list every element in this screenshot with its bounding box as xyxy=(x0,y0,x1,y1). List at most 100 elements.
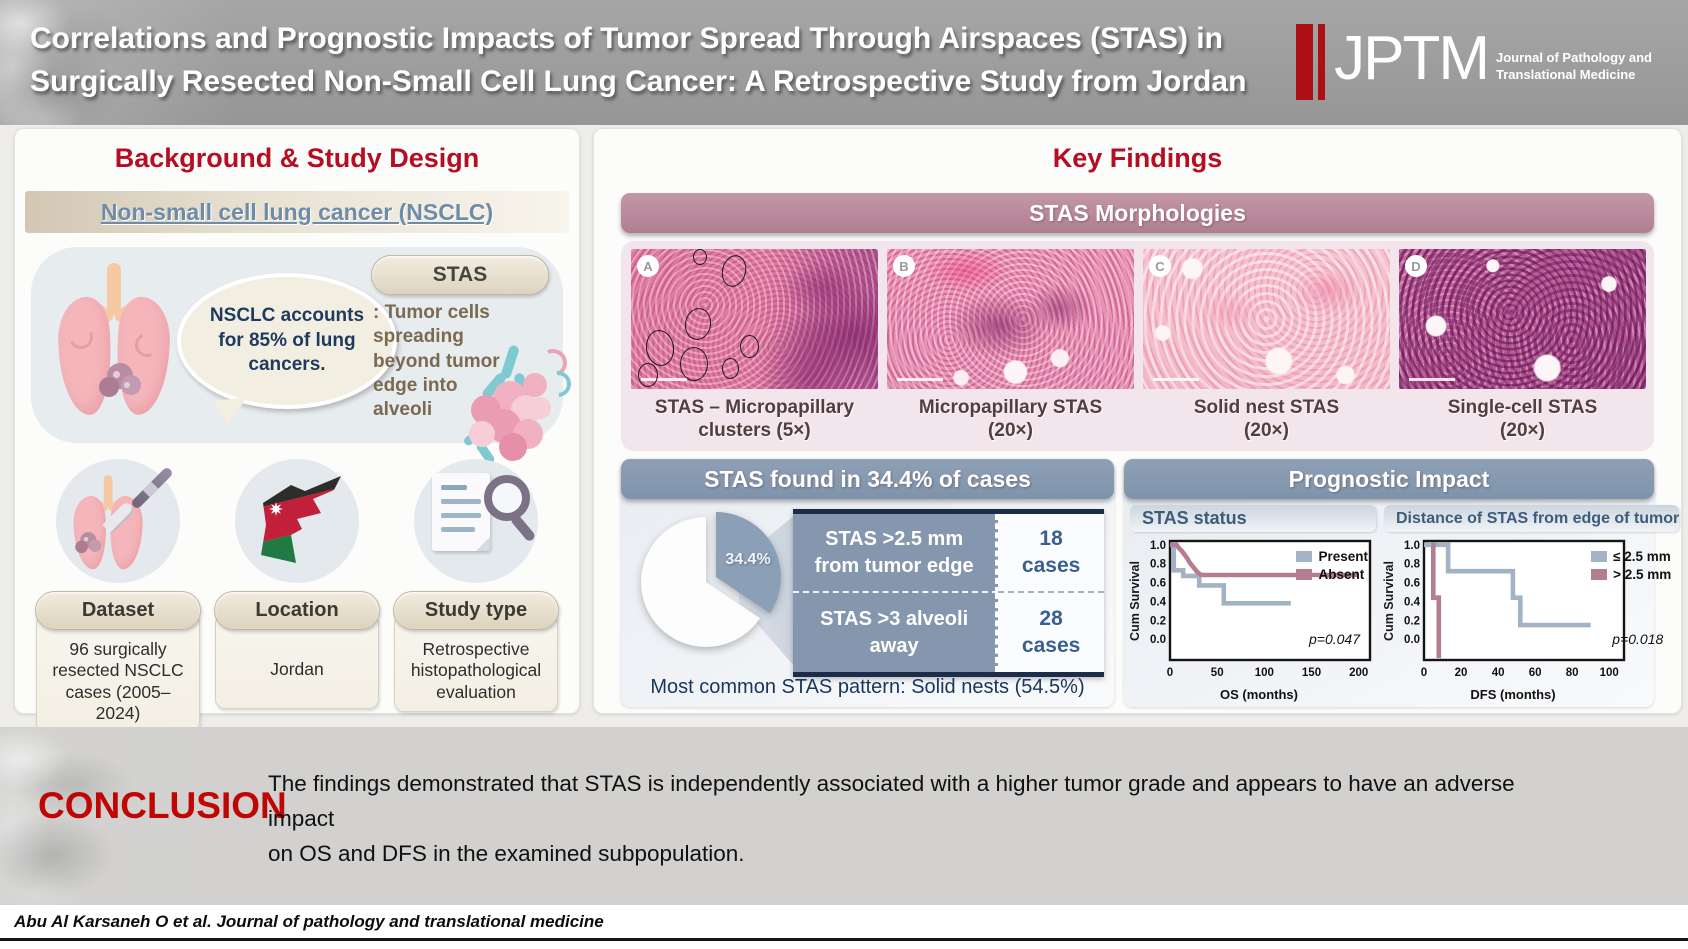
morphology-caption: Single-cell STAS (20×) xyxy=(1447,396,1598,442)
svg-text:40: 40 xyxy=(1492,667,1505,679)
logo-acronym: JPTM xyxy=(1334,24,1490,93)
svg-text:0.6: 0.6 xyxy=(1150,578,1166,590)
stas-found-box: STAS found in 34.4% of cases 34.4% STAS … xyxy=(621,459,1114,707)
svg-text:0.2: 0.2 xyxy=(1150,615,1166,627)
fact-value-dataset: 96 surgically resected NSCLC cases (2005… xyxy=(36,614,200,734)
os-survival-chart: STAS status Cum Survival 0.0 0.2 0.4 0.6 0.8… xyxy=(1128,505,1376,703)
figure-letter: B xyxy=(893,255,915,277)
annotation-circle xyxy=(643,328,677,368)
fact-label-location: Location xyxy=(214,591,380,630)
pie-stas-slice xyxy=(651,512,781,642)
os-km-svg: 0.0 0.2 0.4 0.6 0.8 1.0 0 50 100 150 200 xyxy=(1142,536,1376,689)
morphology-caption: STAS – Micropapillary clusters (5×) xyxy=(654,396,855,442)
dfs-legend: ≤ 2.5 mm > 2.5 mm xyxy=(1591,549,1671,582)
conclusion-label: CONCLUSION xyxy=(38,785,287,826)
prognostic-impact-banner: Prognostic Impact xyxy=(1124,459,1654,499)
right-panel-title: Key Findings xyxy=(1052,143,1223,173)
svg-text:0.0: 0.0 xyxy=(1150,634,1166,646)
morphology-item: D Single-cell STAS (20×) xyxy=(1399,249,1646,443)
document-shape xyxy=(432,473,490,551)
morphology-caption: Solid nest STAS (20×) xyxy=(1193,396,1340,442)
dfs-xlabel: DFS (months) xyxy=(1470,687,1556,702)
table-row-label: STAS >2.5 mm from tumor edge xyxy=(793,514,999,593)
svg-text:80: 80 xyxy=(1566,667,1579,679)
magnifier-handle xyxy=(509,513,537,543)
logo-red-bar-icon xyxy=(1318,24,1326,100)
svg-text:0.2: 0.2 xyxy=(1404,615,1420,627)
fact-label-study-type: Study type xyxy=(393,591,559,630)
dfs-ylabel: Cum Survival xyxy=(1382,561,1396,641)
document-magnifier-icon xyxy=(414,459,538,583)
dfs-chart-title: Distance of STAS from edge of tumor xyxy=(1384,505,1680,532)
tumor-icon xyxy=(99,357,145,403)
nsclc-illustration-box: NSCLC accounts for 85% of lung cancers. … xyxy=(31,247,577,466)
footer-strip: Abu Al Karsaneh O et al. Journal of path… xyxy=(0,905,1688,949)
citation: Abu Al Karsaneh O et al. Journal of path… xyxy=(14,912,604,931)
svg-text:1.0: 1.0 xyxy=(1150,540,1166,552)
prognostic-impact-box: Prognostic Impact STAS status Cum Surviv… xyxy=(1124,459,1680,707)
stas-distance-table: STAS >2.5 mm from tumor edge 18 cases ST… xyxy=(793,509,1104,677)
morphology-item: A STAS – Micropapillary clusters (5×) xyxy=(631,249,878,443)
jordan-map-icon xyxy=(235,459,359,583)
alveoli-icon xyxy=(459,344,577,473)
histology-image-a: A xyxy=(631,249,878,389)
most-common-pattern-note: Most common STAS pattern: Solid nests (5… xyxy=(650,676,1085,698)
histology-image-d: D xyxy=(1399,249,1646,389)
fact-dataset: Dataset 96 surgically resected NSCLC cas… xyxy=(31,459,205,734)
morphology-item: B Micropapillary STAS (20×) xyxy=(887,249,1134,443)
trachea-shape xyxy=(107,263,121,315)
svg-text:50: 50 xyxy=(1211,667,1224,679)
nsclc-speech-bubble: NSCLC accounts for 85% of lung cancers. xyxy=(177,273,397,409)
figure-letter: D xyxy=(1405,255,1427,277)
morphology-caption: Micropapillary STAS (20×) xyxy=(918,396,1103,442)
annotation-circle xyxy=(718,252,750,290)
annotation-circle xyxy=(692,249,707,265)
nsclc-banner-label: Non-small cell lung cancer (NSCLC) xyxy=(100,198,494,225)
stas-definition: : Tumor cells spreading beyond tumor edg… xyxy=(373,302,500,421)
os-p-value: p=0.047 xyxy=(1309,631,1360,647)
jptm-logo: JPTM Journal of Pathology and Translatio… xyxy=(1296,24,1652,100)
dfs-survival-chart: Distance of STAS from edge of tumor Cum … xyxy=(1382,505,1680,703)
table-row-value: 18 cases xyxy=(998,514,1104,593)
footer-divider xyxy=(0,938,1688,941)
survival-charts-row: STAS status Cum Survival 0.0 0.2 0.4 0.6 0.8… xyxy=(1128,505,1680,703)
stas-pie-chart: 34.4% xyxy=(631,507,781,657)
stas-morphologies-banner: STAS Morphologies xyxy=(621,193,1654,233)
dfs-plot: Cum Survival 0.0 0.2 0.4 0.6 0.8 1.0 0 20 40 60 80… xyxy=(1382,536,1679,689)
svg-text:60: 60 xyxy=(1529,667,1542,679)
svg-text:0.4: 0.4 xyxy=(1404,596,1421,608)
nsclc-banner: Non-small cell lung cancer (NSCLC) xyxy=(25,191,569,233)
annotation-circle xyxy=(722,357,740,379)
annotation-circle xyxy=(638,363,659,388)
fact-value-study-type: Retrospective histopathological evaluati… xyxy=(394,614,558,713)
lungs-scalpel-icon xyxy=(56,459,180,583)
annotation-circle xyxy=(682,305,714,342)
dfs-km-svg: 0.0 0.2 0.4 0.6 0.8 1.0 0 20 40 60 80 100 xyxy=(1396,536,1679,689)
stas-pill: STAS xyxy=(371,255,549,295)
os-ylabel: Cum Survival xyxy=(1128,561,1142,641)
svg-text:0: 0 xyxy=(1167,667,1173,679)
study-facts-row: Dataset 96 surgically resected NSCLC cas… xyxy=(15,459,579,734)
svg-text:100: 100 xyxy=(1600,667,1619,679)
os-legend: Present Absent xyxy=(1296,549,1368,582)
header-band: Correlations and Prognostic Impacts of T… xyxy=(0,0,1688,125)
stas-found-content: 34.4% STAS >2.5 mm from tumor edge 18 ca… xyxy=(621,499,1114,707)
figure-letter: C xyxy=(1149,255,1171,277)
morphologies-box: A STAS – Micropapillary clusters (5×) B … xyxy=(621,241,1654,451)
histology-image-c: C xyxy=(1143,249,1390,389)
svg-text:0: 0 xyxy=(1421,667,1427,679)
morphology-item: C Solid nest STAS (20×) xyxy=(1143,249,1390,443)
background-study-design-panel: Background & Study Design Non-small cell… xyxy=(14,128,580,734)
dfs-p-value: p=0.018 xyxy=(1612,631,1664,647)
pie-percentage-label: 34.4% xyxy=(725,551,771,568)
svg-text:0.8: 0.8 xyxy=(1150,559,1167,571)
figure-letter: A xyxy=(637,255,659,277)
svg-text:0.8: 0.8 xyxy=(1404,559,1421,571)
table-row-label: STAS >3 alveoli away xyxy=(793,593,999,672)
svg-text:1.0: 1.0 xyxy=(1404,540,1420,552)
svg-text:100: 100 xyxy=(1255,667,1274,679)
findings-bottom-row: STAS found in 34.4% of cases 34.4% STAS … xyxy=(621,459,1680,707)
annotation-circle xyxy=(680,346,709,381)
page-title: Correlations and Prognostic Impacts of T… xyxy=(30,22,1247,98)
scalpel-icon xyxy=(94,461,180,547)
